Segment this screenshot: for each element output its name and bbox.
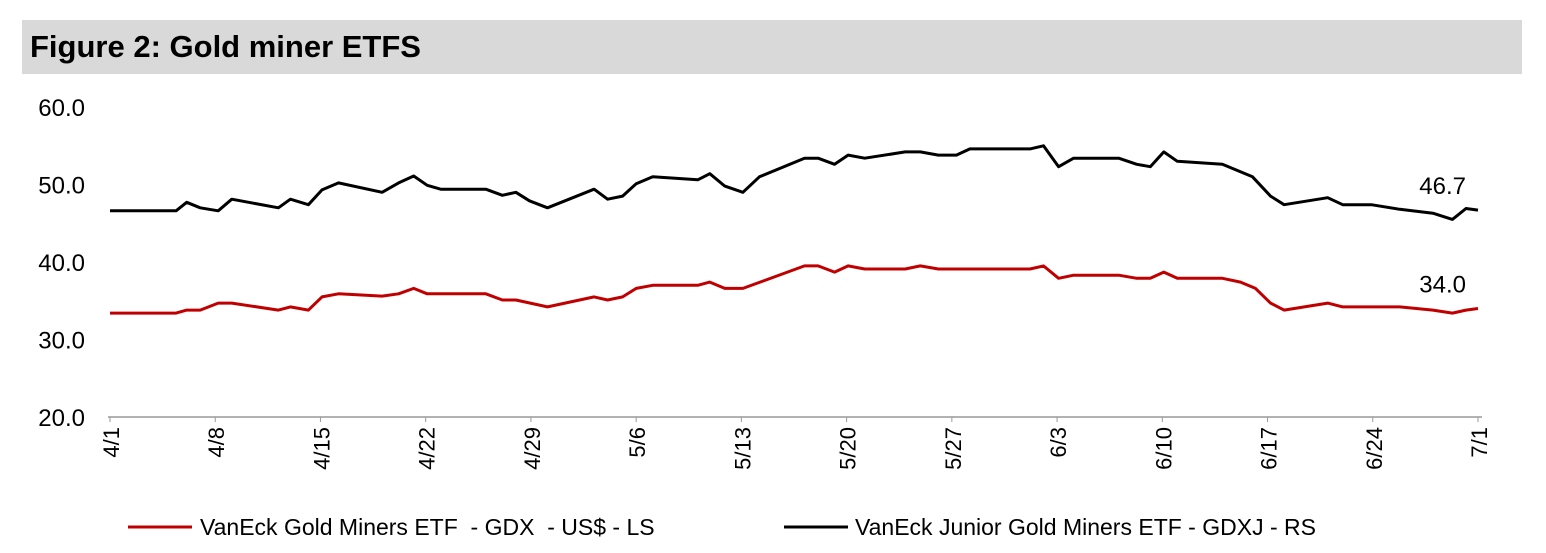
legend-label: VanEck Gold Miners ETF - GDX - US$ - LS — [200, 514, 655, 540]
x-tick-label: 4/15 — [309, 427, 334, 470]
series-line-gdx — [110, 264, 1479, 315]
x-tick-label: 6/3 — [1046, 427, 1071, 458]
x-tick-label: 5/6 — [625, 427, 650, 458]
legend-label: VanEck Junior Gold Miners ETF - GDXJ - R… — [855, 514, 1316, 540]
y-tick-label: 60.0 — [38, 95, 85, 122]
end-value-label: 34.0 — [1419, 272, 1466, 299]
chart-title: Figure 2: Gold miner ETFS — [30, 29, 421, 64]
x-tick-label: 6/10 — [1151, 427, 1176, 470]
x-tick-label: 7/1 — [1467, 427, 1492, 458]
x-tick-label: 4/22 — [415, 427, 440, 470]
x-tick-label: 5/27 — [941, 427, 966, 470]
y-tick-label: 30.0 — [38, 328, 85, 355]
x-tick-label: 5/20 — [836, 427, 861, 470]
end-value-label: 46.7 — [1419, 173, 1466, 200]
title-bar: Figure 2: Gold miner ETFS — [22, 20, 1522, 74]
x-tick-label: 6/17 — [1257, 427, 1282, 470]
series-line-gdxj — [110, 144, 1479, 221]
x-tick-label: 4/29 — [520, 427, 545, 470]
x-tick-label: 4/1 — [99, 427, 124, 458]
x-tick-label: 4/8 — [204, 427, 229, 458]
x-tick-label: 5/13 — [730, 427, 755, 470]
y-tick-label: 20.0 — [38, 405, 85, 432]
y-tick-label: 40.0 — [38, 250, 85, 277]
y-tick-label: 50.0 — [38, 173, 85, 200]
x-tick-label: 6/24 — [1362, 427, 1387, 470]
